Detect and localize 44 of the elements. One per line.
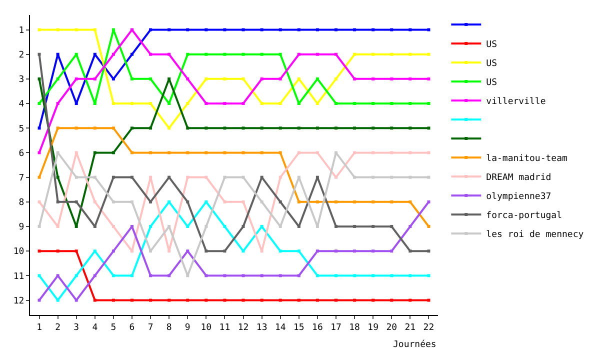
- x-tick-label: 12: [238, 322, 249, 333]
- x-tick-label: 8: [166, 322, 172, 333]
- legend-label: DREAM madrid: [486, 173, 552, 184]
- y-tick-label: 5: [18, 124, 24, 134]
- x-tick-label: 18: [349, 322, 360, 333]
- y-tick-label: 1: [18, 26, 24, 36]
- legend-label: US: [486, 78, 498, 88]
- legend-label: US: [486, 59, 498, 70]
- x-axis-title: Journées: [393, 339, 436, 350]
- x-tick-label: 3: [74, 322, 80, 333]
- x-tick-label: 17: [330, 322, 342, 333]
- legend-label: les roi de mennecy: [486, 230, 584, 240]
- x-tick-label: 16: [312, 322, 323, 333]
- y-tick-label: 10: [13, 247, 24, 258]
- legend-label: la-manitou-team: [486, 154, 568, 164]
- x-tick-label: 14: [274, 322, 286, 333]
- legend-label: olympienne37: [486, 192, 552, 202]
- y-tick-label: 11: [13, 272, 24, 282]
- x-tick-label: 20: [386, 322, 398, 333]
- x-tick-label: 4: [92, 322, 98, 333]
- x-tick-label: 1: [36, 322, 42, 333]
- y-tick-label: 8: [18, 198, 24, 208]
- legend-label: villerville: [486, 97, 546, 108]
- x-tick-label: 2: [55, 322, 61, 333]
- x-tick-label: 10: [200, 322, 212, 333]
- x-tick-label: 19: [368, 322, 379, 333]
- x-tick-label: 6: [129, 322, 135, 333]
- x-tick-label: 11: [219, 322, 230, 333]
- x-tick-label: 9: [184, 322, 190, 333]
- y-tick-label: 7: [18, 173, 24, 184]
- y-tick-label: 6: [18, 148, 24, 159]
- y-tick-label: 9: [18, 222, 24, 233]
- x-tick-label: 15: [293, 322, 304, 333]
- x-tick-label: 7: [148, 322, 154, 333]
- legend-label: forca-portugal: [486, 211, 562, 222]
- x-tick-label: 5: [110, 322, 116, 333]
- x-tick-label: 22: [423, 322, 434, 333]
- y-tick-label: 12: [13, 296, 24, 306]
- y-tick-label: 4: [18, 100, 24, 110]
- y-tick-label: 3: [18, 75, 24, 86]
- x-tick-label: 13: [256, 322, 268, 333]
- y-tick-label: 2: [18, 50, 24, 60]
- x-tick-label: 21: [404, 322, 416, 333]
- legend-label: US: [486, 40, 498, 50]
